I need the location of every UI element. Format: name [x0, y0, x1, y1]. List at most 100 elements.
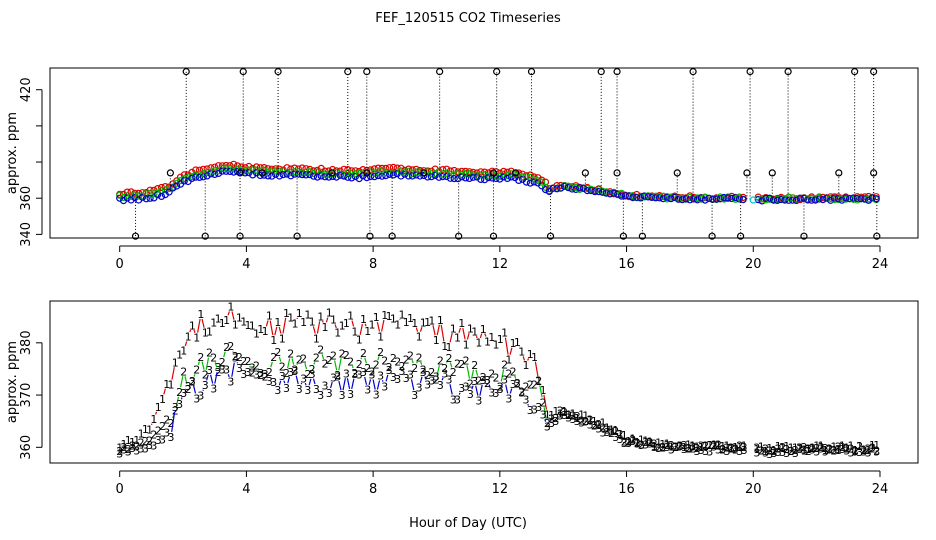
bottom-series-3-point: 3 [788, 445, 795, 458]
top-outlier-mid-point [489, 169, 498, 177]
bottom-series-1-point: 1 [762, 445, 769, 458]
bottom-series-1-segment [440, 324, 445, 342]
bottom-series-3-point: 3 [283, 382, 290, 395]
bottom-series-1-point: 1 [215, 313, 222, 326]
bottom-series-2-segment [500, 369, 505, 382]
bottom-series-1-point: 1 [642, 435, 649, 448]
top-series-1-point [306, 165, 314, 173]
bottom-plot-frame [49, 300, 919, 464]
bottom-series-3-point: 3 [193, 392, 200, 405]
top-series-2-point [123, 192, 131, 200]
bottom-series-1-point: 1 [621, 429, 628, 442]
bottom-series-2-point: 2 [681, 439, 688, 452]
bottom-series-1-point: 1 [497, 333, 504, 346]
bottom-series-3-point: 3 [557, 409, 564, 422]
top-series-2-point [150, 190, 158, 198]
top-series-2-point [534, 177, 542, 185]
bottom-series-2-point: 2 [155, 424, 162, 437]
bottom-series-3-point: 3 [219, 364, 226, 377]
bottom-series-2-point: 2 [416, 351, 423, 364]
bottom-series-1-point: 1 [381, 309, 388, 322]
bottom-series-2-point: 2 [540, 396, 547, 409]
bottom-series-1-point: 1 [150, 413, 157, 426]
bottom-series-1-point: 1 [715, 440, 722, 453]
bottom-series-3-point: 3 [796, 443, 803, 456]
top-outlier-mid-point [581, 169, 589, 177]
bottom-series-2-point: 2 [676, 440, 683, 453]
bottom-series-1-point: 1 [245, 319, 252, 332]
bottom-series-3-point: 3 [651, 441, 658, 454]
bottom-series-2-point: 2 [647, 436, 654, 449]
bottom-series-3-point: 3 [437, 379, 444, 392]
bottom-series-2-point: 2 [129, 439, 136, 452]
top-series-3-point [640, 192, 648, 200]
top-series-3-point [313, 173, 321, 181]
bottom-series-1-point: 1 [185, 331, 192, 344]
top-series-3-point [462, 174, 470, 182]
bottom-series-1-point: 1 [865, 444, 872, 457]
top-x-tick-label: 4 [242, 257, 250, 272]
bottom-series-2-segment [291, 358, 295, 365]
bottom-series-1-segment [509, 347, 513, 355]
top-series-3-point [819, 196, 827, 204]
bottom-series-2-segment [197, 361, 200, 366]
bottom-series-3-point: 3 [826, 443, 833, 456]
top-series-2-point [572, 183, 580, 191]
bottom-series-1-point: 1 [856, 440, 863, 453]
top-series-3-point [777, 195, 785, 204]
top-series-1-point [872, 193, 880, 201]
bottom-series-1-point: 1 [719, 440, 726, 453]
top-series-3-point [195, 173, 204, 181]
bottom-series-3-point: 3 [347, 388, 354, 401]
bottom-series-1-point: 1 [813, 440, 820, 453]
bottom-series-1-point: 1 [304, 309, 311, 322]
top-series-3-point [823, 194, 831, 202]
bottom-series-2-point: 2 [407, 350, 414, 363]
top-series-2-point [245, 166, 253, 174]
bottom-series-2-point: 2 [719, 443, 726, 456]
top-series-3-point [408, 172, 416, 180]
bottom-series-2-segment [249, 365, 252, 368]
bottom-series-3-point: 3 [313, 383, 320, 396]
bottom-series-2-point: 2 [612, 425, 619, 438]
bottom-series-2-segment [466, 365, 471, 379]
bottom-series-3-point: 3 [266, 375, 273, 388]
top-series-3-point [264, 172, 272, 180]
bottom-series-3-segment [419, 376, 423, 384]
bottom-series-2-point: 2 [510, 365, 517, 378]
bottom-series-1-point: 1 [629, 432, 636, 445]
bottom-series-3-segment [171, 412, 176, 432]
bottom-series-1-point: 1 [206, 325, 213, 338]
bottom-series-3-point: 3 [779, 446, 786, 459]
top-outlier-low-point [388, 232, 396, 240]
bottom-series-3-point: 3 [240, 368, 247, 381]
top-series-1-point [138, 189, 147, 197]
top-y-tick-label: 420 [19, 77, 34, 102]
bottom-series-3-point: 3 [869, 442, 876, 455]
bottom-series-1-point: 1 [403, 316, 410, 329]
bottom-series-1-point: 1 [531, 351, 538, 364]
bottom-series-3-point: 3 [608, 425, 615, 438]
top-series-1-point [230, 160, 238, 168]
top-series-2-point [272, 167, 280, 175]
bottom-series-1-point: 1 [441, 340, 448, 353]
bottom-series-1-point: 1 [651, 440, 658, 453]
top-outlier-low-point [708, 232, 716, 240]
bottom-series-1-point: 1 [822, 444, 829, 457]
top-cyan-point [749, 196, 757, 204]
top-outlier-mid-point [835, 169, 843, 177]
bottom-series-2-point: 2 [617, 428, 624, 441]
bottom-series-1-point: 1 [339, 319, 346, 332]
bottom-series-3-point: 3 [463, 381, 470, 394]
bottom-series-2-point: 2 [805, 445, 812, 458]
bottom-series-3-point: 3 [574, 415, 581, 428]
bottom-x-tick-label: 12 [492, 482, 509, 497]
bottom-series-2-point: 2 [629, 434, 636, 447]
bottom-series-3-point: 3 [689, 441, 696, 454]
bottom-series-2-point: 2 [762, 443, 769, 456]
bottom-series-2-point: 2 [796, 442, 803, 455]
bottom-series-3-point: 3 [732, 442, 739, 455]
top-outlier-low-point [873, 232, 881, 240]
bottom-series-1-segment [376, 321, 381, 332]
bottom-series-2-point: 2 [428, 366, 435, 379]
